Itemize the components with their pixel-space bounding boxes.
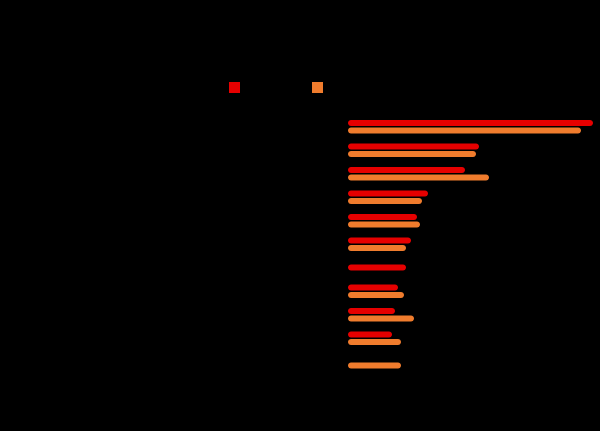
bar-series-1-cat-3 — [348, 167, 465, 173]
bar-series-1-cat-5 — [348, 214, 417, 220]
bar-series-2-cat-2 — [348, 151, 476, 157]
bar-series-2-cat-1 — [348, 127, 581, 134]
bar-series-2-cat-10 — [348, 339, 401, 345]
bar-series-1-cat-8 — [348, 284, 398, 291]
legend — [229, 82, 323, 93]
bar-series-1-cat-6 — [348, 237, 411, 244]
bar-series-2-cat-11 — [348, 362, 401, 369]
bar-series-1-cat-4 — [348, 190, 428, 197]
bar-series-2-cat-6 — [348, 245, 406, 251]
bar-series-1-cat-7 — [348, 264, 406, 271]
bar-series-2-cat-3 — [348, 174, 489, 181]
bar-series-2-cat-4 — [348, 198, 422, 204]
bar-series-1-cat-10 — [348, 331, 392, 338]
bar-series-1-cat-9 — [348, 308, 395, 314]
bars — [348, 120, 593, 369]
bar-series-1-cat-2 — [348, 143, 479, 150]
bar-series-2-cat-8 — [348, 292, 404, 298]
bar-series-2-cat-5 — [348, 221, 420, 228]
legend-swatch-series-1 — [229, 82, 240, 93]
bar-series-2-cat-9 — [348, 315, 414, 322]
bar-series-1-cat-1 — [348, 120, 593, 126]
legend-swatch-series-2 — [312, 82, 323, 93]
